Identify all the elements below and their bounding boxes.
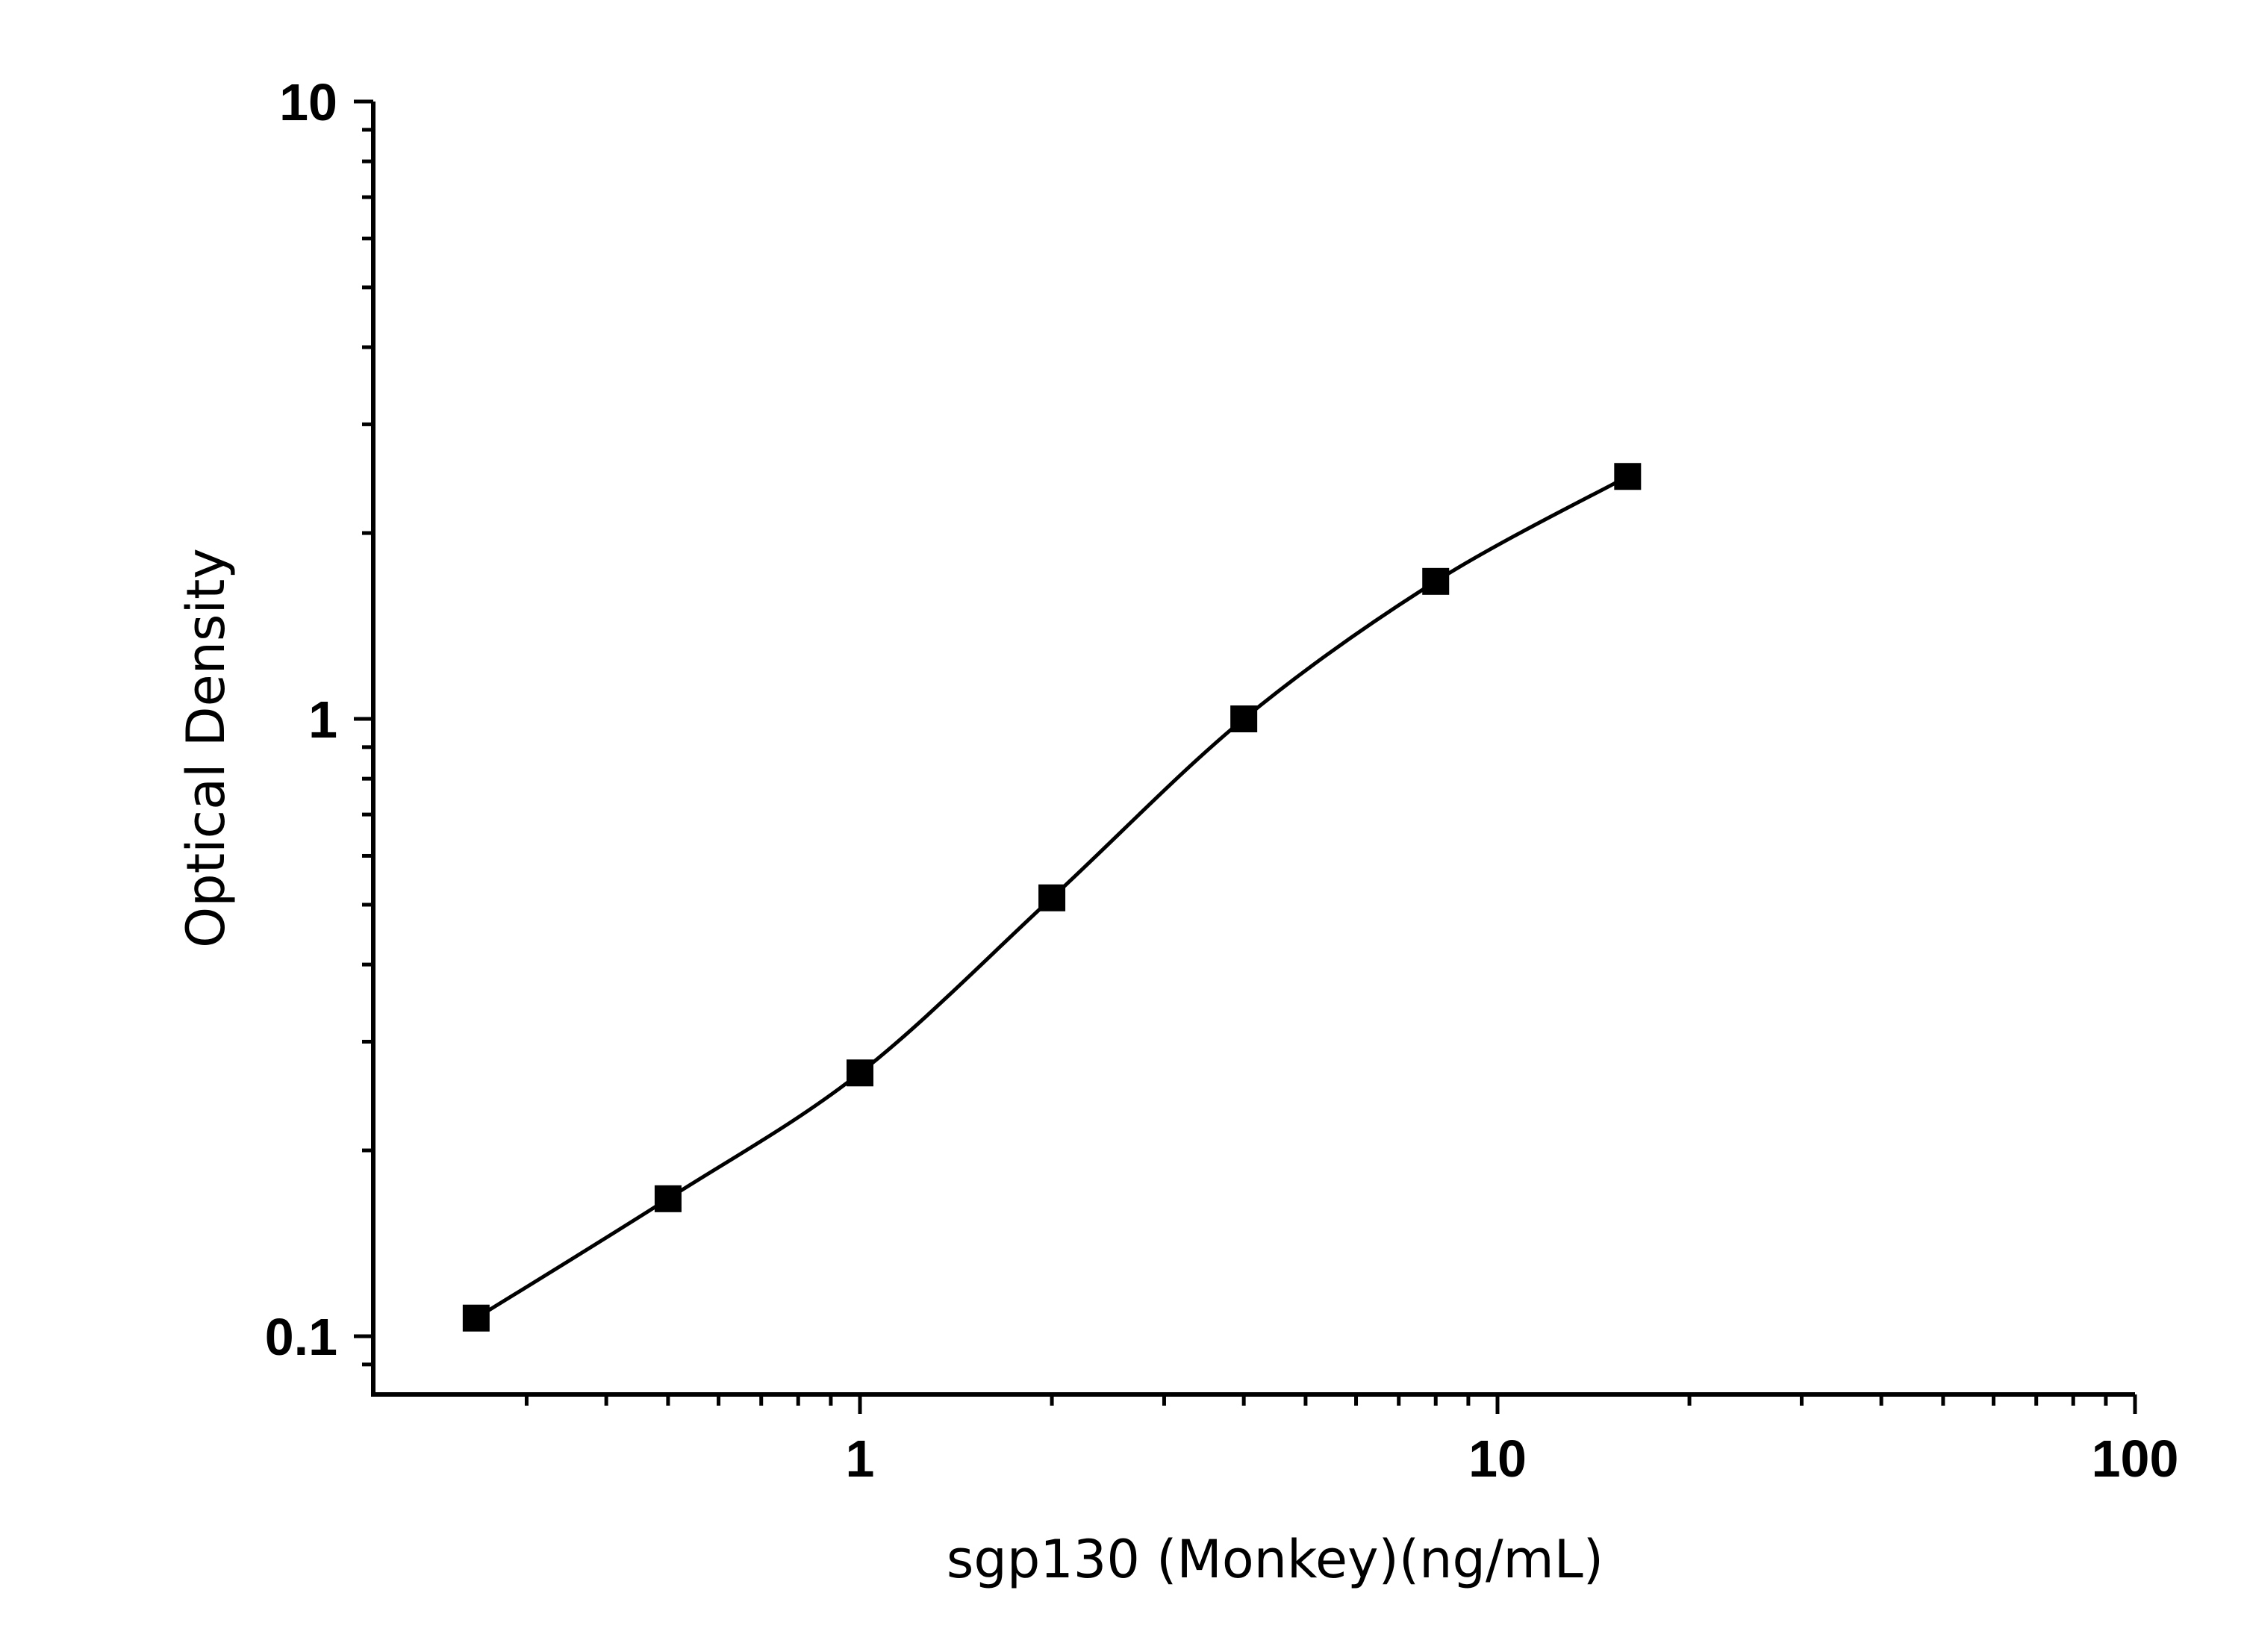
x-axis-title: sgp130 (Monkey)(ng/mL) — [947, 1529, 1603, 1590]
x-tick-label: 1 — [846, 1430, 875, 1488]
data-point — [654, 1185, 682, 1212]
y-tick-label: 0.1 — [265, 1308, 337, 1366]
data-point — [1422, 567, 1450, 595]
axes — [371, 102, 2135, 1397]
data-point — [1230, 705, 1258, 732]
tick-labels: 1 10 100 0.1 1 10 — [265, 73, 2179, 1488]
data-point — [847, 1059, 873, 1087]
x-tick-label: 10 — [1468, 1430, 1527, 1488]
y-tick-label: 10 — [279, 73, 337, 131]
y-axis-title: Optical Density — [175, 548, 237, 948]
y-tick-label: 1 — [308, 691, 337, 749]
data-point — [1614, 463, 1642, 490]
ticks — [354, 99, 2137, 1414]
data-point — [462, 1304, 490, 1332]
data-markers — [462, 463, 1642, 1332]
data-point — [1038, 884, 1066, 911]
x-tick-label: 100 — [2092, 1430, 2179, 1488]
